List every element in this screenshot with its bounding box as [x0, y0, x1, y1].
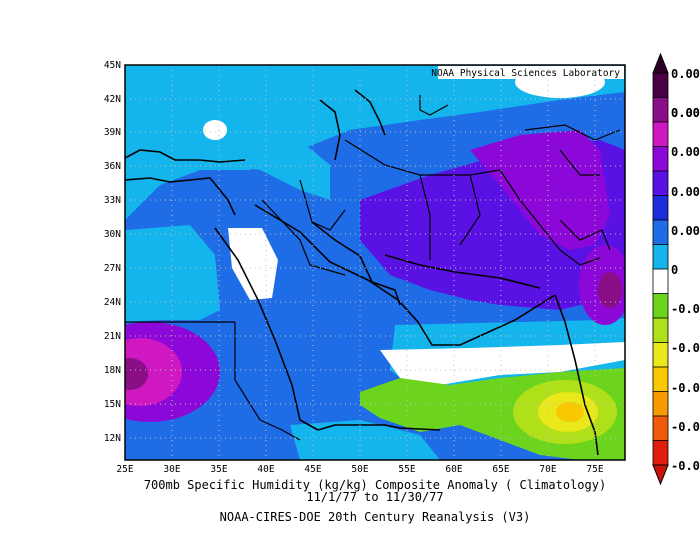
coastlines — [125, 89, 599, 456]
colorbar-swatch — [652, 391, 669, 417]
colorbar-label: 0.000 — [671, 224, 700, 238]
lat-label: 45N — [104, 60, 121, 71]
lon-label: 50E — [351, 464, 368, 475]
lat-label: 36N — [104, 161, 121, 172]
colorbar-swatch — [652, 317, 669, 344]
colorbar-swatch — [652, 293, 669, 319]
colorbar-swatch — [652, 440, 669, 466]
colorbar: 0.002 0.002 0.00 0.00 0.00 0.000 0 -0.0 … — [652, 52, 700, 486]
moisture-field-cyan-west — [125, 225, 220, 322]
colorbar-label: 0 — [671, 263, 678, 277]
colorbar-swatch — [652, 342, 669, 368]
colorbar-swatch — [652, 219, 669, 246]
lon-label: 55E — [398, 464, 415, 475]
caption-title: 700mb Specific Humidity (kg/kg) Composit… — [144, 478, 606, 492]
moisture-field-purple-north — [470, 130, 610, 250]
colorbar-swatch — [652, 268, 669, 295]
caption-dates: 11/1/77 to 11/30/77 — [306, 490, 443, 504]
anomaly-zero-south — [380, 342, 625, 385]
colorbar-swatch — [652, 366, 669, 393]
graticule — [125, 65, 625, 460]
moisture-field-cyan-central — [195, 110, 330, 200]
moisture-field-magenta-east — [598, 272, 622, 308]
lon-label: 65E — [492, 464, 509, 475]
colorbar-swatch — [652, 415, 669, 442]
lon-label: 45E — [304, 464, 321, 475]
colorbar-swatch — [652, 244, 669, 270]
lon-label: 70E — [539, 464, 556, 475]
colorbar-bottom-arrow — [652, 464, 669, 486]
lat-label: 27N — [104, 263, 121, 274]
lat-label: 15N — [104, 399, 121, 410]
colorbar-swatch — [652, 146, 669, 172]
credit-backdrop — [438, 66, 624, 79]
map-plot — [125, 65, 625, 460]
lat-label: 42N — [104, 94, 121, 105]
lon-label: 30E — [163, 464, 180, 475]
lat-label: 33N — [104, 195, 121, 206]
colorbar-label: -0.0 — [671, 381, 700, 395]
lat-label: 30N — [104, 229, 121, 240]
lat-label: 39N — [104, 127, 121, 138]
colorbar-label: 0.00 — [671, 185, 700, 199]
colorbar-label: -0.0 — [671, 302, 700, 316]
colorbar-label: 0.00 — [671, 106, 700, 120]
lat-label: 21N — [104, 331, 121, 342]
credit-label: NOAA Physical Sciences Laboratory — [431, 68, 620, 79]
lat-label: 24N — [104, 297, 121, 308]
anomaly-zero-small — [203, 120, 227, 140]
anomaly-negative-gold — [556, 402, 584, 422]
lon-label: 35E — [210, 464, 227, 475]
colorbar-label: 0.002 — [671, 106, 700, 120]
lat-label: 18N — [104, 365, 121, 376]
lon-label: 25E — [116, 464, 133, 475]
colorbar-swatch — [652, 97, 669, 123]
lon-label: 40E — [257, 464, 274, 475]
colorbar-swatch — [652, 121, 669, 148]
moisture-field-cyan-gulf — [290, 420, 440, 460]
caption-source: NOAA-CIRES-DOE 20th Century Reanalysis (… — [220, 510, 531, 524]
colorbar-top-arrow — [652, 52, 669, 74]
caption: 700mb Specific Humidity (kg/kg) Composit… — [144, 478, 606, 524]
lon-label: 60E — [445, 464, 462, 475]
plot-frame — [124, 64, 626, 461]
colorbar-swatch — [652, 195, 669, 221]
colorbar-label: -0.0 — [671, 341, 700, 355]
moisture-field-dark-west — [125, 358, 148, 390]
colorbar-swatches — [652, 72, 669, 466]
colorbar-label: 0.002 — [671, 67, 700, 81]
colorbar-swatch — [652, 170, 669, 197]
colorbar-swatch — [652, 72, 669, 99]
lat-label: 12N — [104, 433, 121, 444]
lon-axis: 25E 30E 35E 40E 45E 50E 55E 60E 65E 70E … — [116, 464, 603, 475]
lon-label: 75E — [586, 464, 603, 475]
moisture-field-magenta-west — [125, 338, 182, 406]
lat-axis: 45N 42N 39N 36N 33N 30N 27N 24N 21N 18N … — [104, 60, 121, 444]
colorbar-label: -0.0 — [671, 420, 700, 434]
colorbar-label: -0.0 — [671, 459, 700, 473]
moisture-field-cyan-north — [125, 65, 625, 220]
colorbar-label: 0.00 — [671, 145, 700, 159]
